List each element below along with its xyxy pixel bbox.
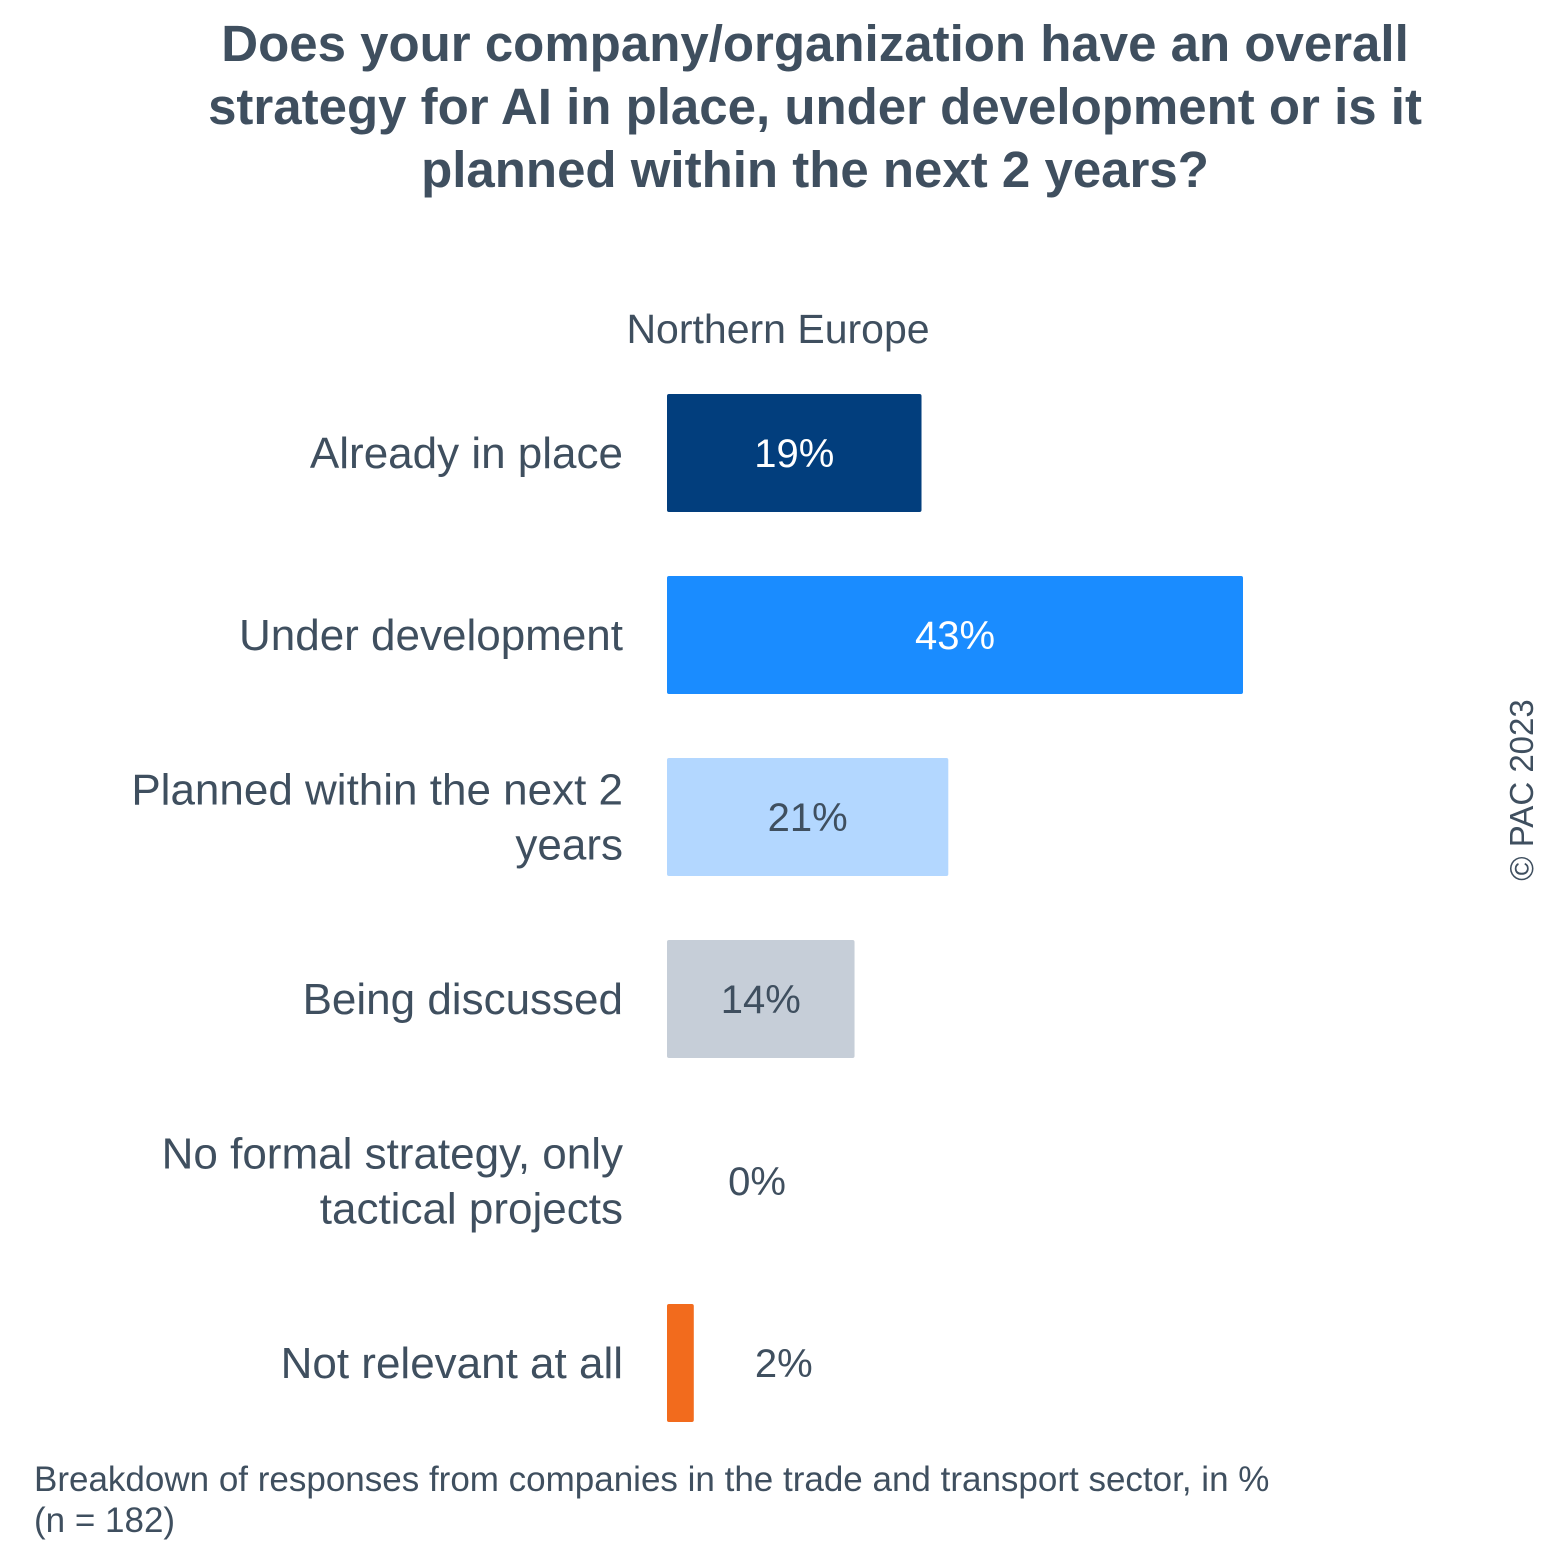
footnote-line-1: Breakdown of responses from companies in… [34, 1460, 1270, 1499]
category-label-1: Under development [239, 611, 623, 660]
category-label-4: No formal strategy, only tactical project… [162, 1130, 623, 1234]
chart-subtitle: Northern Europe [626, 306, 930, 352]
value-label-0: 19% [754, 432, 834, 476]
category-label-3: Being discussed [303, 975, 623, 1024]
category-label-line: tactical projects [320, 1185, 623, 1234]
bar-1 [667, 576, 1243, 694]
category-label-2: Planned within the next 2 years [131, 766, 623, 870]
category-labels: Already in place Under development Planned… [131, 429, 623, 1388]
bar-0 [667, 394, 922, 512]
value-label-5: 2% [755, 1342, 813, 1386]
footnote-line-2: (n = 182) [34, 1501, 176, 1540]
bar-5 [667, 1304, 694, 1422]
category-label-line: Planned within the next 2 [131, 766, 623, 815]
value-label-3: 14% [721, 978, 801, 1022]
category-label-0: Already in place [310, 429, 623, 478]
category-label-line: Under development [239, 611, 623, 660]
bar-2 [667, 758, 949, 876]
value-label-1: 43% [915, 614, 995, 658]
category-label-line: No formal strategy, only [162, 1130, 623, 1179]
category-label-line: Already in place [310, 429, 623, 478]
value-label-2: 21% [768, 796, 848, 840]
category-label-line: years [515, 821, 623, 870]
category-label-5: Not relevant at all [281, 1339, 623, 1388]
value-label-4: 0% [728, 1160, 786, 1204]
category-label-line: Being discussed [303, 975, 623, 1024]
copyright-notice: © PAC 2023 [1503, 699, 1540, 881]
bars-layer [667, 394, 1243, 1422]
chart-title: Does your company/organization have an o… [208, 15, 1422, 198]
bar-3 [667, 940, 855, 1058]
value-labels: 19% 43% 21% 14% 0% 2% [721, 432, 995, 1386]
footnote: Breakdown of responses from companies in… [34, 1459, 1534, 1541]
category-label-line: Not relevant at all [281, 1339, 623, 1388]
